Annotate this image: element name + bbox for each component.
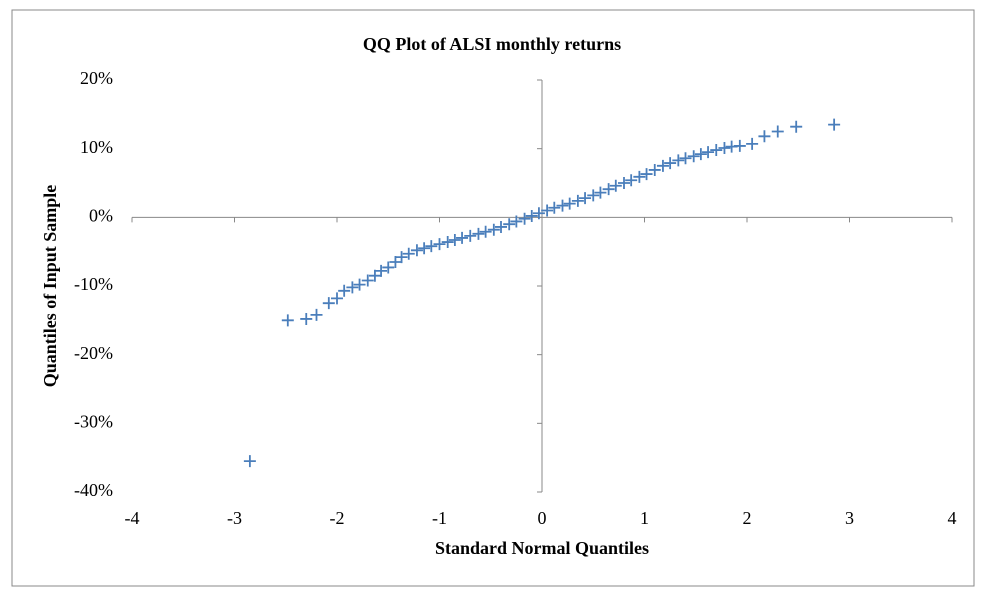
data-point bbox=[331, 292, 343, 305]
data-point bbox=[472, 227, 485, 240]
y-tick-label: 0% bbox=[89, 205, 113, 225]
y-tick-label: -30% bbox=[74, 411, 113, 431]
data-point bbox=[548, 201, 561, 214]
x-tick-label: -2 bbox=[330, 508, 345, 528]
data-point bbox=[402, 247, 415, 260]
data-point bbox=[563, 197, 576, 210]
data-point bbox=[648, 163, 661, 176]
data-point bbox=[338, 284, 351, 297]
data-point bbox=[375, 264, 388, 277]
data-point bbox=[441, 236, 454, 249]
data-point bbox=[587, 189, 600, 202]
x-tick-label: 3 bbox=[845, 508, 854, 528]
x-tick-label: -1 bbox=[432, 508, 447, 528]
data-point bbox=[790, 120, 803, 133]
x-tick-label: -4 bbox=[125, 508, 140, 528]
data-point bbox=[702, 146, 715, 159]
y-tick-label: 10% bbox=[80, 137, 113, 157]
data-point bbox=[464, 229, 477, 242]
data-point bbox=[625, 174, 638, 187]
data-point bbox=[679, 152, 692, 165]
chart-title: QQ Plot of ALSI monthly returns bbox=[363, 34, 621, 54]
data-point bbox=[733, 139, 746, 152]
x-tick-label: 4 bbox=[948, 508, 957, 528]
data-point bbox=[448, 233, 461, 246]
data-point bbox=[828, 118, 841, 131]
data-point bbox=[310, 308, 323, 321]
x-tick-label: 1 bbox=[640, 508, 649, 528]
data-point bbox=[594, 186, 607, 199]
data-point bbox=[656, 159, 669, 172]
data-point bbox=[433, 238, 446, 251]
x-tick-label: 0 bbox=[538, 508, 547, 528]
data-point bbox=[640, 168, 653, 181]
data-point bbox=[395, 251, 408, 264]
data-point bbox=[718, 141, 731, 154]
data-point bbox=[456, 231, 469, 244]
data-point bbox=[571, 194, 584, 207]
data-point bbox=[633, 170, 646, 183]
data-point bbox=[410, 244, 423, 257]
data-point bbox=[694, 148, 707, 161]
data-point bbox=[281, 314, 294, 327]
data-point bbox=[361, 274, 374, 287]
data-point bbox=[300, 312, 313, 325]
data-point bbox=[771, 125, 784, 138]
y-tick-label: -40% bbox=[74, 480, 113, 500]
data-point bbox=[664, 157, 677, 170]
data-point bbox=[382, 261, 395, 274]
x-tick-label: 2 bbox=[743, 508, 752, 528]
y-axis-title: Quantiles of Input Sample bbox=[40, 185, 60, 388]
data-point bbox=[687, 150, 700, 163]
x-axis-title: Standard Normal Quantiles bbox=[435, 538, 649, 558]
data-point bbox=[368, 269, 381, 282]
data-point bbox=[746, 137, 759, 150]
data-point bbox=[609, 179, 622, 192]
data-point bbox=[389, 255, 402, 268]
data-point bbox=[503, 218, 516, 231]
data-point bbox=[322, 297, 335, 310]
y-tick-label: 20% bbox=[80, 68, 113, 88]
data-point bbox=[602, 183, 615, 196]
data-point bbox=[532, 207, 545, 220]
data-point bbox=[525, 209, 538, 222]
data-point bbox=[541, 204, 554, 217]
data-point bbox=[243, 455, 256, 468]
data-point bbox=[479, 225, 492, 238]
data-point bbox=[579, 192, 592, 205]
data-point bbox=[618, 177, 630, 189]
data-point bbox=[758, 130, 771, 143]
chart-frame bbox=[11, 9, 975, 587]
y-tick-label: -20% bbox=[74, 343, 113, 363]
data-point bbox=[510, 215, 523, 228]
data-point bbox=[672, 154, 685, 167]
data-point bbox=[487, 223, 500, 236]
data-point bbox=[353, 278, 366, 291]
data-point bbox=[495, 220, 507, 233]
data-point bbox=[418, 242, 431, 255]
data-point bbox=[346, 281, 359, 294]
data-point bbox=[556, 199, 569, 212]
data-point bbox=[425, 240, 438, 253]
data-point bbox=[710, 144, 723, 157]
data-point bbox=[518, 212, 531, 225]
y-tick-label: -10% bbox=[74, 274, 113, 294]
x-tick-label: -3 bbox=[227, 508, 242, 528]
